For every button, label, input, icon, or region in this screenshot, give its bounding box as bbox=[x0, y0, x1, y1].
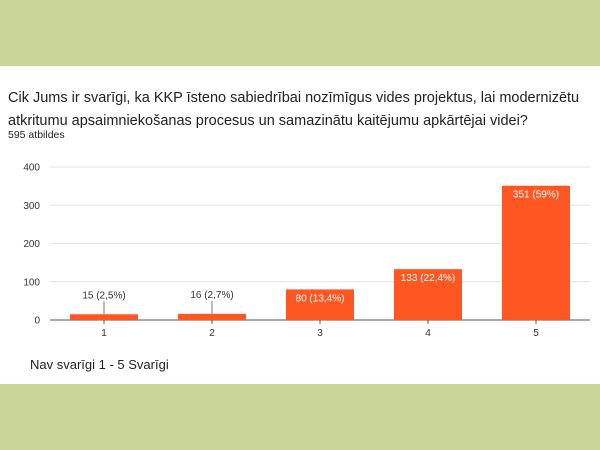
data-label: 133 (22,4%) bbox=[401, 273, 455, 284]
data-label: 351 (59%) bbox=[513, 190, 559, 201]
bar bbox=[70, 314, 138, 320]
y-tick-label: 0 bbox=[34, 316, 40, 327]
bar bbox=[502, 185, 570, 320]
data-label: 80 (13,4%) bbox=[296, 293, 345, 304]
bar bbox=[286, 289, 354, 320]
data-label: 15 (2,5%) bbox=[82, 290, 125, 301]
x-tick-label: 2 bbox=[209, 328, 215, 339]
response-count: 595 atbildes bbox=[8, 129, 65, 141]
y-tick-label: 400 bbox=[23, 163, 40, 174]
question-title: Cik Jums ir svarīgi, ka KKP īsteno sabie… bbox=[8, 90, 580, 129]
y-tick-label: 300 bbox=[23, 201, 40, 212]
x-tick-label: 4 bbox=[425, 328, 431, 339]
x-tick-label: 3 bbox=[317, 328, 323, 339]
bar bbox=[178, 313, 246, 320]
survey-card: Cik Jums ir svarīgi, ka KKP īsteno sabie… bbox=[0, 66, 600, 384]
x-tick-label: 1 bbox=[101, 328, 107, 339]
bar-chart: 0 100 200 300 400 1 15 (2,5%) 2 16 (2,7%) 3 80 (13… bbox=[23, 163, 590, 339]
data-label: 16 (2,7%) bbox=[190, 290, 233, 301]
y-tick-label: 200 bbox=[23, 239, 40, 250]
x-tick-label: 5 bbox=[533, 328, 539, 339]
bar bbox=[394, 269, 462, 320]
scale-note: Nav svarīgi 1 - 5 Svarīgi bbox=[30, 357, 169, 372]
y-tick-label: 100 bbox=[23, 277, 40, 288]
